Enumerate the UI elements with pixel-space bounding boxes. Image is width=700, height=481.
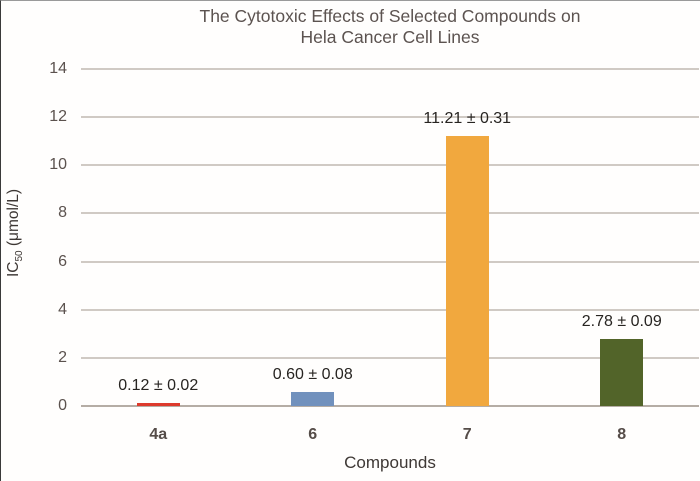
- x-tick-label-8: 8: [617, 426, 627, 443]
- value-label-8: 2.78 ± 0.09: [581, 313, 662, 331]
- y-tick-label-10: 10: [49, 156, 67, 174]
- bar-7: [445, 136, 489, 406]
- chart-title-line2: Hela Cancer Cell Lines: [300, 27, 480, 47]
- gridline-y-6: [81, 260, 699, 263]
- y-tick-label-8: 8: [58, 204, 67, 222]
- y-tick-label-0: 0: [58, 397, 67, 414]
- y-tick-label-4: 4: [58, 300, 67, 318]
- value-label-7: 11.21 ± 0.31: [423, 110, 512, 128]
- y-tick-label-14: 14: [49, 60, 67, 77]
- y-tick-label-2: 2: [58, 348, 67, 366]
- gridline-y-14: [81, 68, 699, 70]
- gridline-y-4: [81, 308, 699, 311]
- gridline-y-10: [81, 164, 699, 167]
- x-tick-label-4a: 4a: [149, 426, 168, 443]
- gridline-y-8: [81, 212, 699, 215]
- bar-8: [600, 339, 644, 406]
- value-label-6: 0.60 ± 0.08: [272, 365, 353, 383]
- chart-title-line1: The Cytotoxic Effects of Selected Compou…: [199, 6, 581, 26]
- x-tick-label-6: 6: [308, 426, 318, 443]
- gridline-y-2: [81, 356, 699, 359]
- bar-6: [291, 391, 335, 406]
- gridline-y-12: [81, 116, 699, 119]
- x-tick-label-7: 7: [462, 426, 472, 443]
- value-label-4a: 0.12 ± 0.02: [118, 377, 199, 395]
- gridline-y-0: [81, 405, 699, 407]
- y-tick-label-12: 12: [49, 108, 67, 126]
- x-axis-title: Compounds: [344, 453, 436, 472]
- y-tick-label-6: 6: [58, 252, 67, 270]
- chart-title: The Cytotoxic Effects of Selected Compou…: [81, 6, 699, 48]
- bar-4a: [136, 403, 180, 406]
